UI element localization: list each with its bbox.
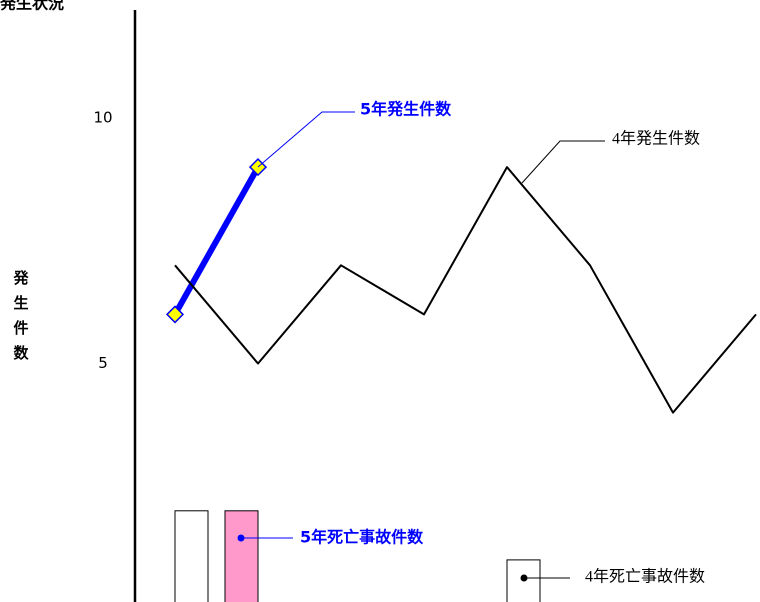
callout-dot xyxy=(520,574,528,582)
series-label: 4年死亡事故件数 xyxy=(585,568,705,586)
series-label: 5年死亡事故件数 xyxy=(300,528,424,547)
bar xyxy=(224,510,259,602)
series-label: 4年発生件数 xyxy=(612,130,700,148)
y-tick-label: 10 xyxy=(93,109,112,127)
callout-dot xyxy=(237,534,245,542)
callout-leader xyxy=(257,111,355,168)
line xyxy=(174,166,757,414)
line xyxy=(172,165,261,316)
callout-leader xyxy=(521,140,605,184)
bar xyxy=(174,510,209,602)
y-tick-label: 5 xyxy=(98,354,108,372)
point-marker xyxy=(165,305,185,324)
chart-title: 発生状況 xyxy=(0,0,64,13)
series-label: 5年発生件数 xyxy=(360,100,452,119)
y-axis-label: 発生件数 xyxy=(12,269,30,370)
